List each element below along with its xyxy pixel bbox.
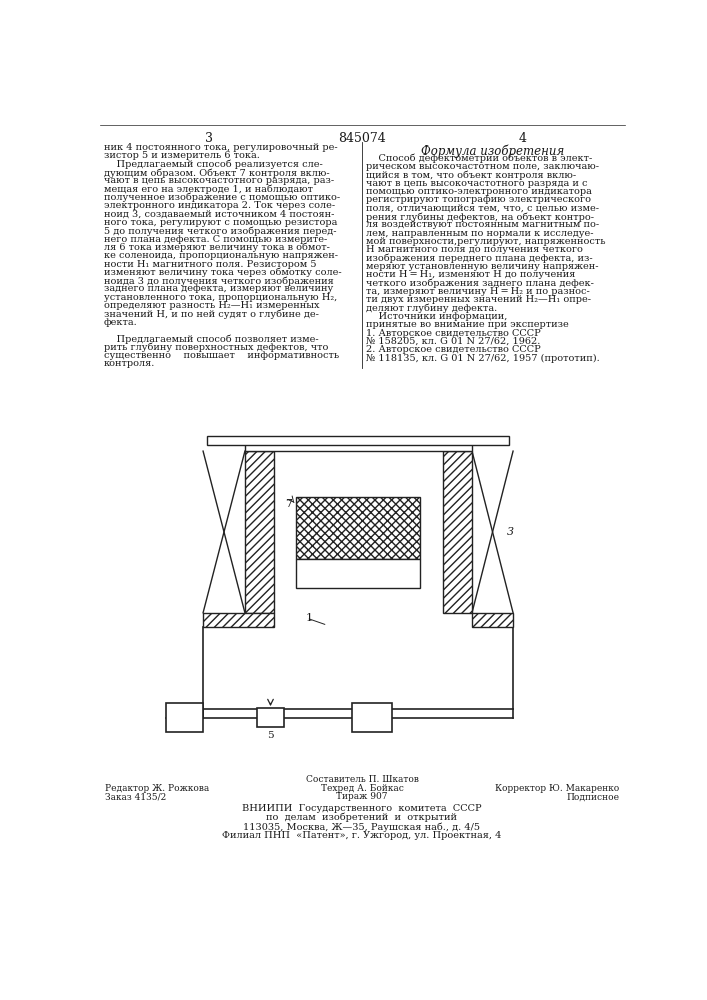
Bar [245,443,472,451]
Text: заднего плана дефекта, измеряют величину: заднего плана дефекта, измеряют величину [104,284,333,293]
Bar [245,451,274,613]
Text: та, измеряют величину H = H₂ и по разнос-: та, измеряют величину H = H₂ и по разнос… [366,287,590,296]
Bar [472,613,513,627]
Text: 1: 1 [305,613,312,623]
Text: Корректор Ю. Макаренко: Корректор Ю. Макаренко [495,784,619,793]
Text: Тираж 907: Тираж 907 [337,792,387,801]
Text: № 158205, кл. G 01 N 27/62, 1962.: № 158205, кл. G 01 N 27/62, 1962. [366,337,540,346]
Text: 2. Авторское свидетельство СССР: 2. Авторское свидетельство СССР [366,345,541,354]
Bar [296,559,420,588]
Text: 5 до получения четкого изображения перед-: 5 до получения четкого изображения перед… [104,226,337,236]
Text: 7: 7 [285,499,292,509]
Text: Предлагаемый способ позволяет изме-: Предлагаемый способ позволяет изме- [104,334,318,344]
Bar [257,708,284,727]
Text: существенно    повышает    информативность: существенно повышает информативность [104,351,339,360]
Text: четкого изображения заднего плана дефек-: четкого изображения заднего плана дефек- [366,279,594,288]
Text: ке соленоида, пропорциональную напряжен-: ке соленоида, пропорциональную напряжен- [104,251,338,260]
Text: зистор 5 и измеритель 6 тока.: зистор 5 и измеритель 6 тока. [104,151,259,160]
Text: фекта.: фекта. [104,318,138,327]
Text: 5: 5 [267,731,274,740]
Text: ного тока, регулируют с помощью резистора: ного тока, регулируют с помощью резистор… [104,218,337,227]
Text: Редактор Ж. Рожкова: Редактор Ж. Рожкова [105,784,210,793]
Text: 4: 4 [181,711,188,724]
Text: чают в цепь высокочастотного разряда, раз-: чают в цепь высокочастотного разряда, ра… [104,176,334,185]
Text: поля, отличающийся тем, что, с целью изме-: поля, отличающийся тем, что, с целью изм… [366,204,599,213]
Text: помощью оптико-электронного индикатора: помощью оптико-электронного индикатора [366,187,592,196]
Text: ля 6 тока измеряют величину тока в обмот-: ля 6 тока измеряют величину тока в обмот… [104,243,329,252]
Text: рить глубину поверхностных дефектов, что: рить глубину поверхностных дефектов, что [104,343,328,352]
Text: Подписное: Подписное [566,792,619,801]
Text: мой поверхности,регулируют, напряженность: мой поверхности,регулируют, напряженност… [366,237,605,246]
Text: 1. Авторское свидетельство СССР: 1. Авторское свидетельство СССР [366,329,541,338]
Text: лем, направленным по нормали к исследуе-: лем, направленным по нормали к исследуе- [366,229,593,238]
Text: 113035, Москва, Ж—35, Раушская наб., д. 4/5: 113035, Москва, Ж—35, Раушская наб., д. … [243,822,481,832]
Text: чают в цепь высокочастотного разряда и с: чают в цепь высокочастотного разряда и с [366,179,588,188]
Text: рическом высокочастотном поле, заключаю-: рическом высокочастотном поле, заключаю- [366,162,599,171]
Text: ности H₁ магнитного поля. Резистором 5: ности H₁ магнитного поля. Резистором 5 [104,260,316,269]
Text: принятые во внимание при экспертизе: принятые во внимание при экспертизе [366,320,568,329]
Bar [203,613,274,627]
Bar [245,451,274,613]
Text: ник 4 постоянного тока, регулировочный ре-: ник 4 постоянного тока, регулировочный р… [104,143,337,152]
Text: ля воздействуют постоянным магнитным по-: ля воздействуют постоянным магнитным по- [366,220,599,229]
Text: 3: 3 [507,527,514,537]
Text: установленного тока, пропорциональную H₂,: установленного тока, пропорциональную H₂… [104,293,337,302]
Text: изменяют величину тока через обмотку соле-: изменяют величину тока через обмотку сол… [104,268,341,277]
Text: определяют разность H₂—H₁ измеренных: определяют разность H₂—H₁ измеренных [104,301,320,310]
Bar [207,436,509,445]
Text: 2: 2 [468,438,475,448]
Text: Составитель П. Шкатов: Составитель П. Шкатов [305,775,419,784]
Text: ти двух измеренных значений H₂—H₁ опре-: ти двух измеренных значений H₂—H₁ опре- [366,295,591,304]
Text: 845074: 845074 [338,132,386,145]
Bar [203,613,274,627]
Text: мещая его на электроде 1, и наблюдают: мещая его на электроде 1, и наблюдают [104,185,313,194]
Text: Способ дефектометрии объектов в элект-: Способ дефектометрии объектов в элект- [366,154,592,163]
Bar [443,451,472,613]
Bar [472,613,513,627]
Text: меряют установленную величину напряжен-: меряют установленную величину напряжен- [366,262,598,271]
Bar [296,497,420,559]
Text: Источники информации,: Источники информации, [366,312,507,321]
Text: по  делам  изобретений  и  открытий: по делам изобретений и открытий [267,813,457,822]
Text: Техред А. Бойкас: Техред А. Бойкас [320,784,404,793]
Text: 4: 4 [518,132,527,145]
Text: щийся в том, что объект контроля вклю-: щийся в том, что объект контроля вклю- [366,171,576,180]
Text: ноида 3 до получения четкого изображения: ноида 3 до получения четкого изображения [104,276,334,286]
Text: регистрируют топографию электрического: регистрируют топографию электрического [366,195,591,204]
Text: контроля.: контроля. [104,359,156,368]
Text: ноид 3, создаваемый источником 4 постоян-: ноид 3, создаваемый источником 4 постоян… [104,210,334,219]
Text: Заказ 4135/2: Заказ 4135/2 [105,792,167,801]
Text: Предлагаемый способ реализуется сле-: Предлагаемый способ реализуется сле- [104,160,322,169]
Text: Филиал ПНП  «Патент», г. Ужгород, ул. Проектная, 4: Филиал ПНП «Патент», г. Ужгород, ул. Про… [222,831,502,840]
Text: значений H, и по ней судят о глубине де-: значений H, и по ней судят о глубине де- [104,309,319,319]
Text: деляют глубину дефекта.: деляют глубину дефекта. [366,304,497,313]
Text: Формула изобретения: Формула изобретения [421,145,565,158]
Text: электронного индикатора 2. Ток через соле-: электронного индикатора 2. Ток через сол… [104,201,335,210]
Text: полученное изображение с помощью оптико-: полученное изображение с помощью оптико- [104,193,340,202]
Text: него плана дефекта. С помощью измерите-: него плана дефекта. С помощью измерите- [104,235,327,244]
Bar [352,703,392,732]
Text: ВНИИПИ  Государственного  комитета  СССР: ВНИИПИ Государственного комитета СССР [242,804,481,813]
Text: рения глубины дефектов, на объект контро-: рения глубины дефектов, на объект контро… [366,212,594,222]
Text: ности H = H₁, изменяют H до получения: ности H = H₁, изменяют H до получения [366,270,575,279]
Bar [166,703,203,732]
Bar [443,451,472,613]
Text: H магнитного поля до получения четкого: H магнитного поля до получения четкого [366,245,583,254]
Text: 6: 6 [368,711,376,724]
Text: дующим образом. Объект 7 контроля вклю-: дующим образом. Объект 7 контроля вклю- [104,168,329,178]
Text: № 118135, кл. G 01 N 27/62, 1957 (прототип).: № 118135, кл. G 01 N 27/62, 1957 (протот… [366,353,600,363]
Text: изображения переднего плана дефекта, из-: изображения переднего плана дефекта, из- [366,254,592,263]
Text: 3: 3 [204,132,213,145]
